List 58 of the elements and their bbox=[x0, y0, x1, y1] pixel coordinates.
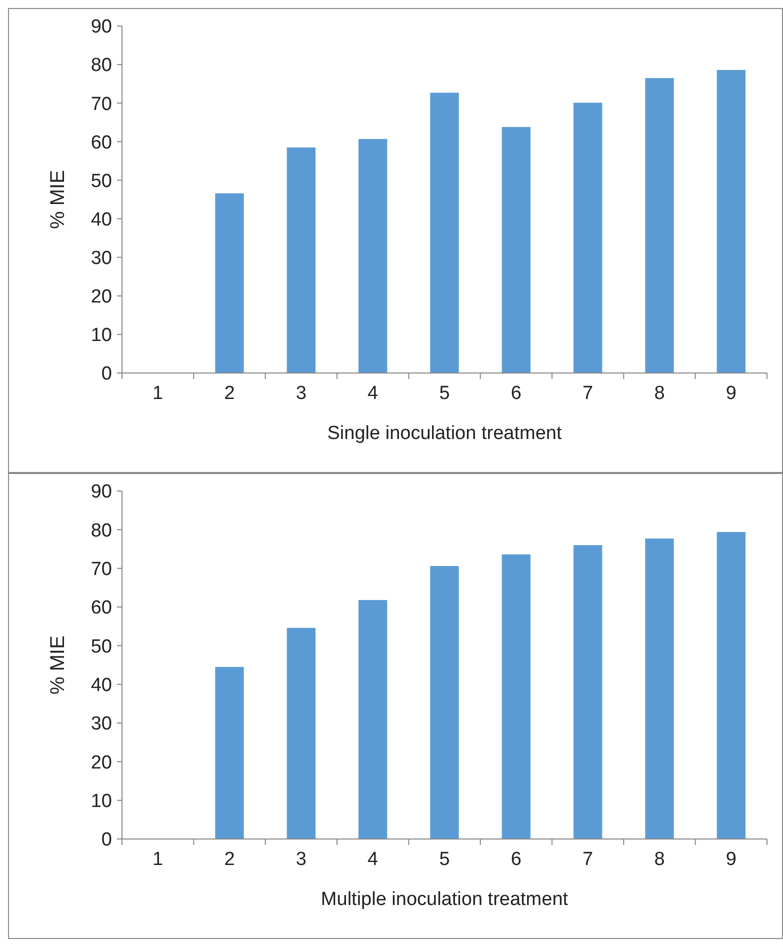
y-tick-label: 60 bbox=[90, 132, 112, 154]
bar bbox=[215, 193, 244, 373]
y-tick-label: 90 bbox=[90, 16, 112, 38]
x-tick-label: 1 bbox=[152, 383, 164, 404]
x-tick-label: 4 bbox=[368, 383, 379, 404]
x-tick-label: 6 bbox=[510, 849, 522, 870]
y-tick-label: 10 bbox=[90, 325, 112, 346]
y-tick-label: 30 bbox=[90, 248, 112, 269]
x-axis-title: Multiple inoculation treatment bbox=[320, 889, 569, 910]
x-tick-label: 7 bbox=[582, 849, 594, 870]
x-tick-label: 8 bbox=[654, 383, 665, 404]
y-tick-label: 60 bbox=[90, 598, 112, 619]
bar bbox=[286, 628, 316, 839]
bar bbox=[502, 127, 530, 373]
y-tick-label: 80 bbox=[90, 520, 112, 542]
y-tick-label: 40 bbox=[90, 674, 112, 696]
x-tick-label: 9 bbox=[726, 383, 736, 404]
bar bbox=[645, 538, 674, 839]
bar bbox=[645, 78, 674, 373]
y-tick-label: 0 bbox=[101, 364, 112, 385]
bar bbox=[430, 566, 459, 839]
bar bbox=[574, 102, 602, 373]
y-tick-label: 30 bbox=[90, 714, 112, 735]
x-tick-label: 7 bbox=[582, 383, 594, 404]
x-tick-label: 3 bbox=[296, 849, 306, 870]
y-tick-label: 10 bbox=[90, 790, 112, 812]
y-tick-label: 80 bbox=[90, 55, 112, 76]
x-tick-label: 2 bbox=[224, 849, 235, 870]
bar bbox=[574, 545, 602, 839]
bar bbox=[716, 532, 746, 839]
y-tick-label: 50 bbox=[90, 170, 112, 192]
y-tick-label: 70 bbox=[90, 558, 112, 580]
y-tick-label: 20 bbox=[90, 286, 112, 308]
x-tick-label: 2 bbox=[224, 383, 235, 404]
bar bbox=[358, 600, 388, 839]
y-tick-label: 40 bbox=[90, 209, 112, 230]
x-tick-label: 5 bbox=[439, 849, 450, 870]
y-axis-title: % MIE bbox=[47, 636, 69, 694]
x-axis-title: Single inoculation treatment bbox=[327, 423, 562, 444]
bar bbox=[502, 554, 530, 839]
y-axis-title: % MIE bbox=[47, 170, 69, 229]
bar bbox=[215, 666, 244, 839]
bar bbox=[430, 92, 459, 373]
x-tick-label: 5 bbox=[439, 383, 450, 404]
x-tick-label: 9 bbox=[726, 849, 736, 870]
bar bbox=[716, 70, 746, 373]
x-tick-label: 6 bbox=[510, 383, 522, 404]
x-tick-label: 4 bbox=[368, 849, 379, 870]
y-tick-label: 50 bbox=[90, 636, 112, 658]
bar bbox=[286, 147, 316, 373]
x-tick-label: 1 bbox=[152, 849, 164, 870]
y-tick-label: 90 bbox=[90, 482, 112, 503]
bar bbox=[358, 138, 388, 373]
y-tick-label: 20 bbox=[90, 752, 112, 774]
y-tick-label: 0 bbox=[101, 830, 112, 851]
x-tick-label: 8 bbox=[654, 849, 665, 870]
x-tick-label: 3 bbox=[296, 383, 306, 404]
y-tick-label: 70 bbox=[90, 94, 112, 115]
